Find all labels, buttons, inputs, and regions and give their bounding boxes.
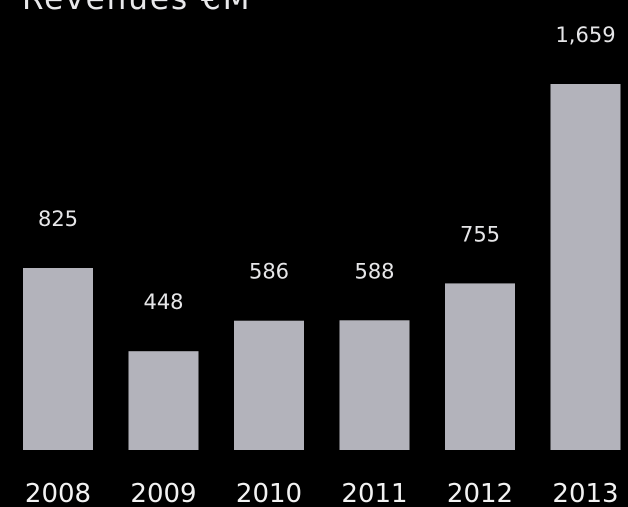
x-tick-label-2012: 2012 — [447, 479, 513, 507]
bar-2013 — [550, 84, 621, 450]
value-label-2010: 586 — [249, 260, 289, 284]
x-tick-label-2013: 2013 — [552, 479, 618, 507]
x-tick-label-2009: 2009 — [130, 479, 196, 507]
value-label-2013: 1,659 — [555, 23, 615, 47]
value-label-2008: 825 — [38, 207, 78, 231]
x-tick-label-2011: 2011 — [341, 479, 407, 507]
value-label-2009: 448 — [143, 290, 183, 314]
bar-2011 — [339, 320, 410, 450]
bar-2008 — [23, 268, 93, 450]
bar-2010 — [234, 320, 304, 450]
x-tick-label-2008: 2008 — [25, 479, 91, 507]
bar-2012 — [445, 283, 515, 450]
x-tick-label-2010: 2010 — [236, 479, 302, 507]
value-label-2011: 588 — [354, 259, 394, 283]
value-label-2012: 755 — [460, 222, 500, 246]
chart-title: Revenues €M — [22, 0, 251, 15]
bar-2009 — [128, 351, 199, 450]
